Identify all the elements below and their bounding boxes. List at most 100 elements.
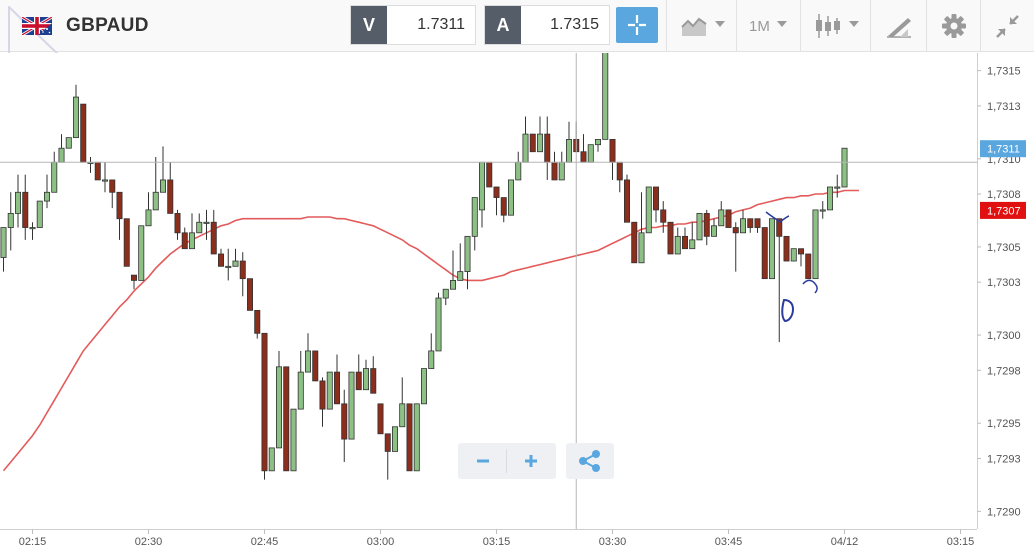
candlestick-icon [816,14,840,38]
candle [500,197,507,223]
candle-body-bear [217,253,224,267]
candle [80,103,87,163]
x-tick-label: 02:15 [19,536,47,548]
candle-body-bull [522,133,529,163]
buy-price-button[interactable]: A 1.7315 [484,5,610,45]
x-tick-label: 02:45 [251,536,279,548]
y-tick-label: 1,7313 [987,101,1021,113]
candle [464,235,471,290]
sell-price-tag: V [351,6,387,44]
candle-body-bear [754,218,761,228]
collapse-button[interactable] [980,0,1034,52]
candle [587,144,594,163]
price-chart[interactable]: 1,73151,73131,73101,73081,73051,73031,73… [0,53,1034,550]
candle [537,116,544,153]
candle-body-bull [58,147,65,163]
candle-body-bull [449,280,456,290]
candle [420,368,427,405]
candle-body-bull [29,227,36,230]
candle-body-bull [65,137,72,149]
drawing-tools-icon [887,18,911,38]
x-tick-label: 03:45 [715,536,743,548]
candle [471,197,478,251]
candle-body-bear [80,103,87,163]
candle-body-bull [7,213,14,228]
timeframe-select[interactable]: 1M [736,0,800,52]
candle [130,274,137,290]
candle-body-bull [44,191,51,202]
candle [181,227,188,250]
candle [152,157,159,211]
candle-style-button[interactable] [800,0,870,52]
candle-body-bull [196,221,203,234]
candle [355,354,362,391]
candle-body-bull [203,221,210,224]
sell-price-button[interactable]: V 1.7311 [350,5,476,45]
candle-body-bear [254,309,261,334]
candle-body-bull [399,403,406,428]
chart-type-button[interactable] [666,0,736,52]
candle [449,250,456,290]
y-tick-label: 1,7303 [987,277,1021,289]
candle [645,186,652,234]
candle-body-bear [406,403,413,472]
candle [602,53,609,140]
zoom-in-button[interactable] [508,443,554,479]
zoom-in-icon [525,455,537,467]
candle-body-bear [239,260,246,280]
candle [805,253,812,280]
candle [631,221,638,264]
candle-body-bear [616,161,623,181]
candle [29,222,36,240]
candle [232,248,239,267]
zoom-out-button[interactable] [460,443,506,479]
candle-body-bull [602,53,609,140]
candle-body-bull [819,209,826,212]
candle [413,403,420,472]
y-tick-label: 1,7305 [987,242,1021,254]
candle [116,191,123,240]
candle-body-bear [747,218,754,228]
zoom-out-icon [477,459,489,463]
candle [283,366,290,472]
candle [841,147,848,188]
candle-body-bull [827,186,834,211]
candle-body-bull [457,271,464,281]
candle [290,408,297,472]
candle [94,161,101,181]
candle-body-bull [232,260,239,267]
candle-body-bear [283,366,290,472]
candle [7,192,14,251]
candle [682,227,689,250]
candle-body-bear [109,179,116,193]
candle [203,209,210,240]
sell-price-value: 1.7311 [417,16,465,33]
candle [384,433,391,480]
candle-body-bull [537,133,544,153]
candle [754,218,761,233]
candle-body-bull [348,371,355,440]
candle [261,332,268,480]
candle [442,288,449,306]
candle-body-bear [725,209,732,228]
candle-body-bear [667,221,674,255]
candle-body-bull [515,161,522,181]
price-tag-background [980,140,1026,158]
candle-body-bull [638,232,645,264]
settings-button[interactable] [926,0,980,52]
candle [22,174,29,240]
candle [44,174,51,209]
crosshair-button[interactable] [616,7,658,43]
buy-price-tag: A [485,6,521,44]
candle-body-bull [645,186,652,234]
candle-body-bear [130,274,137,281]
candle [507,179,514,216]
drawing-tools-button[interactable] [870,0,926,52]
candle [428,333,435,369]
candle [304,333,311,373]
candle [406,403,413,472]
candle-body-bull [740,218,747,234]
x-tick-label: 04/12 [831,536,859,548]
share-button[interactable] [566,443,614,479]
candle-body-bear [116,191,123,220]
